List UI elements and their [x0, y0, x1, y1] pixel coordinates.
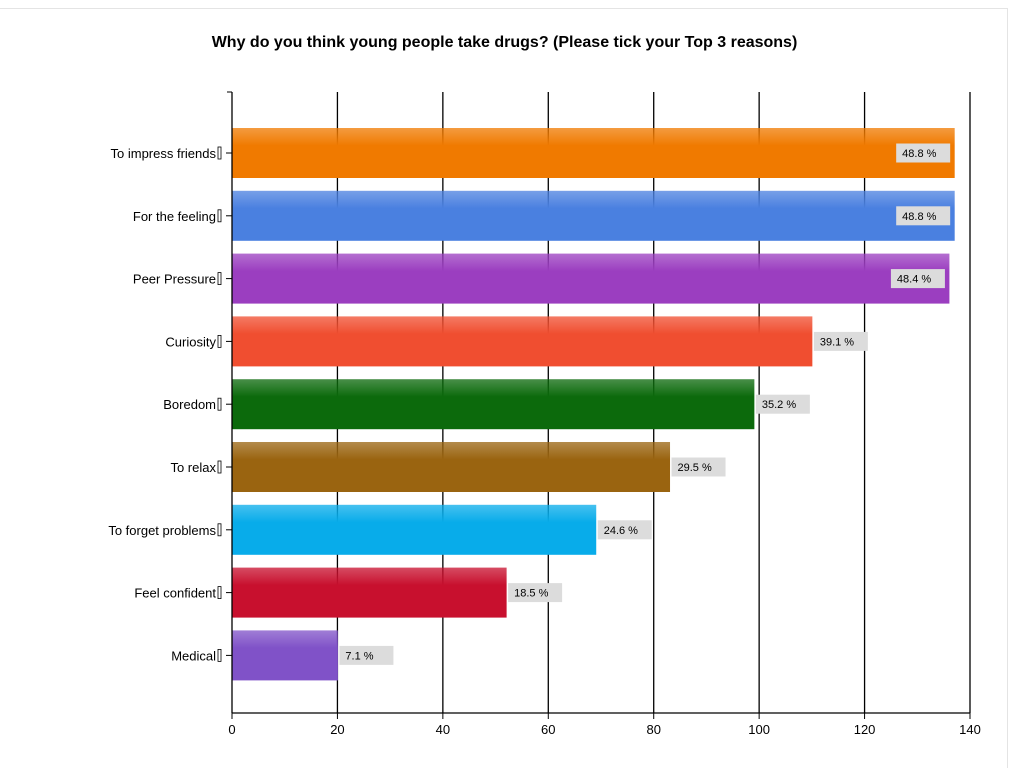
data-label: 39.1 % — [820, 336, 854, 348]
x-tick-label: 80 — [646, 722, 660, 737]
bar — [232, 316, 813, 367]
x-tick-label: 0 — [228, 722, 235, 737]
category-label: Peer Pressure — [133, 272, 216, 287]
category-label: Curiosity — [165, 334, 216, 349]
data-label-bg — [896, 143, 951, 163]
bar — [232, 442, 671, 492]
label-marker — [217, 523, 222, 537]
data-label-bg — [508, 583, 563, 603]
x-tick-label: 140 — [959, 722, 981, 737]
x-tick-label: 120 — [854, 722, 876, 737]
data-label-bg — [813, 331, 868, 351]
category-label: Feel confident — [134, 586, 216, 601]
x-tick-label: 40 — [436, 722, 450, 737]
chart-title: Why do you think young people take drugs… — [211, 34, 798, 51]
bar — [232, 567, 507, 618]
bar — [232, 379, 755, 430]
data-label: 48.4 % — [897, 274, 931, 286]
data-label: 48.8 % — [902, 211, 936, 223]
category-label: Medical — [171, 648, 216, 663]
label-marker — [217, 209, 222, 223]
label-marker — [217, 586, 222, 599]
data-label: 24.6 % — [604, 525, 638, 537]
label-marker — [217, 272, 222, 286]
labels: 0 20 40 60 80 100 120 140 To impress friends 48.8… — [108, 143, 981, 737]
data-label-bg — [890, 269, 945, 289]
category-label: To impress friends — [111, 146, 217, 161]
bar — [232, 253, 950, 304]
chart-frame — [0, 8, 1008, 768]
data-label-bg — [896, 206, 951, 226]
label-marker — [217, 334, 222, 348]
data-label-bg — [755, 394, 810, 414]
category-label: For the feeling — [133, 209, 216, 224]
data-label: 29.5 % — [678, 462, 712, 474]
data-label: 35.2 % — [762, 399, 796, 411]
bars — [232, 128, 955, 681]
x-tick-label: 100 — [748, 722, 770, 737]
category-label: Boredom — [163, 397, 216, 412]
bar — [232, 504, 597, 555]
x-tick-label: 20 — [330, 722, 344, 737]
data-label: 48.8 % — [902, 148, 936, 160]
data-label-bg — [597, 520, 652, 540]
label-marker — [217, 397, 222, 411]
label-marker — [217, 649, 222, 662]
category-label: To relax — [170, 460, 216, 475]
bar — [232, 128, 955, 178]
label-marker — [217, 146, 222, 160]
category-label: To forget problems — [108, 523, 216, 538]
data-label: 7.1 % — [345, 650, 373, 662]
label-marker — [217, 460, 222, 474]
bar — [232, 630, 338, 681]
x-tick-label: 60 — [541, 722, 555, 737]
data-label: 18.5 % — [514, 588, 548, 600]
data-label-bg — [671, 457, 726, 477]
bar — [232, 190, 955, 241]
axes — [226, 91, 971, 719]
data-label-bg — [339, 645, 394, 665]
